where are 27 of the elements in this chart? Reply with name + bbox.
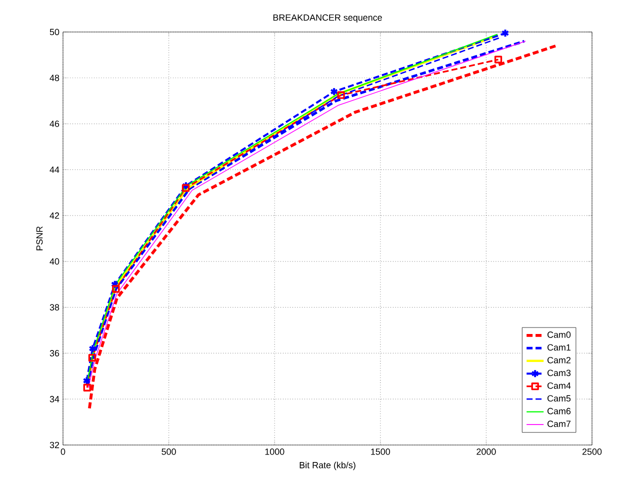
y-tick-label: 44 [50, 166, 60, 173]
legend-label: Cam0 [547, 332, 571, 338]
y-tick-label: 34 [50, 396, 60, 402]
x-tick-label: 0 [60, 448, 66, 455]
chart-title: BREAKDANCER sequence [273, 14, 382, 22]
y-tick-label: 46 [50, 120, 60, 127]
y-tick-label: 42 [50, 212, 60, 219]
y-tick-label: 48 [50, 74, 60, 82]
legend-label: Cam6 [547, 408, 571, 414]
legend-label: Cam1 [547, 344, 571, 351]
legend-label: Cam3 [547, 370, 571, 376]
legend-label: Cam2 [547, 356, 570, 364]
legend-label: Cam5 [547, 395, 571, 402]
x-tick-label: 1000 [265, 448, 284, 455]
y-tick-label: 32 [50, 442, 60, 448]
y-tick-label: 40 [50, 258, 60, 265]
x-tick-label: 1500 [371, 448, 390, 455]
y-axis-title: PSNR [36, 226, 43, 250]
y-tick-label: 36 [50, 350, 60, 356]
legend-label: Cam7 [547, 420, 570, 428]
x-tick-label: 2500 [582, 448, 602, 455]
x-tick-label: 2000 [476, 448, 496, 455]
x-tick-label: 500 [162, 448, 176, 455]
y-tick-label: 50 [50, 28, 60, 36]
y-tick-label: 38 [50, 304, 60, 311]
x-axis-title: Bit Rate (kb/s) [300, 462, 356, 470]
legend-label: Cam4 [547, 382, 571, 389]
